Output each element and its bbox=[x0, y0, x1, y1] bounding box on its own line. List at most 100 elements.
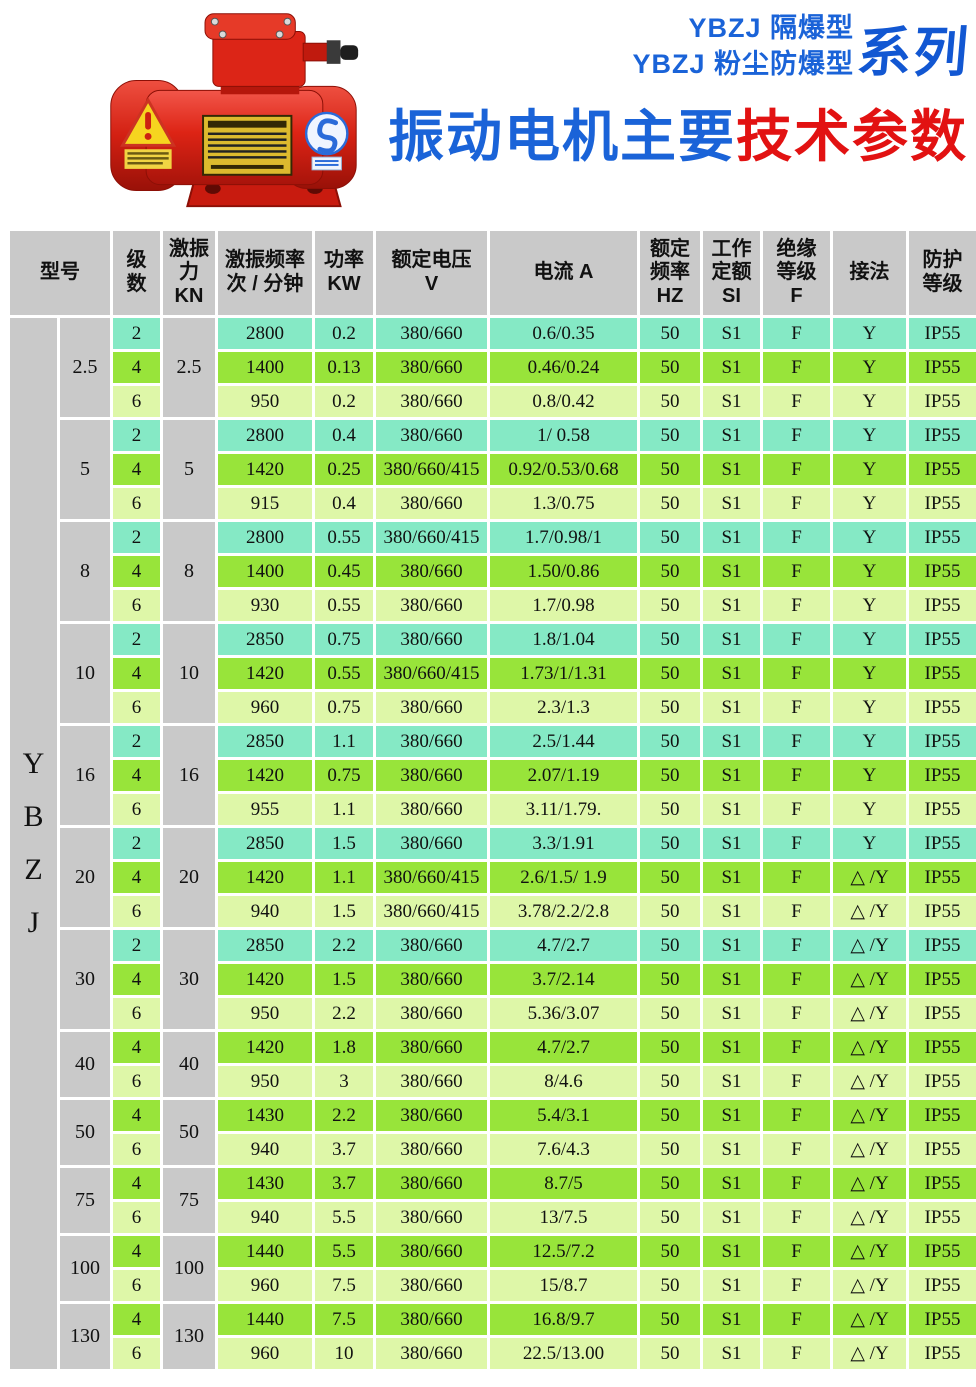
insulation-cell: F bbox=[763, 998, 830, 1029]
table-row: 6 955 1.1 380/660 3.11/1.79. 50 S1 F Y IP55 bbox=[10, 794, 976, 825]
voltage-cell: 380/660 bbox=[376, 692, 487, 723]
model-group-cell: 5 bbox=[60, 420, 110, 519]
model-group-cell: 20 bbox=[60, 828, 110, 927]
poles-cell: 4 bbox=[113, 1168, 160, 1199]
duty-cell: S1 bbox=[703, 1134, 760, 1165]
connection-cell: △ /Y bbox=[833, 930, 906, 961]
cable-gland bbox=[302, 40, 359, 64]
force-group-cell: 5 bbox=[163, 420, 215, 519]
duty-cell: S1 bbox=[703, 760, 760, 791]
protection-cell: IP55 bbox=[909, 1066, 976, 1097]
protection-cell: IP55 bbox=[909, 1304, 976, 1335]
connection-cell: △ /Y bbox=[833, 998, 906, 1029]
insulation-cell: F bbox=[763, 352, 830, 383]
connection-cell: △ /Y bbox=[833, 1134, 906, 1165]
current-cell: 22.5/13.00 bbox=[490, 1338, 637, 1369]
freq-cell: 960 bbox=[218, 1338, 312, 1369]
power-cell: 3.7 bbox=[315, 1134, 373, 1165]
power-cell: 1.1 bbox=[315, 726, 373, 757]
table-body: Y B Z J 2.5 2 2.5 2800 0.2 380/660 0.6/0.35 50 S1 F Y I… bbox=[10, 318, 976, 1369]
duty-cell: S1 bbox=[703, 386, 760, 417]
model-group-cell: 16 bbox=[60, 726, 110, 825]
freq-cell: 1430 bbox=[218, 1168, 312, 1199]
freq-cell: 2850 bbox=[218, 828, 312, 859]
col-header-power: 功率 KW bbox=[315, 231, 373, 315]
protection-cell: IP55 bbox=[909, 352, 976, 383]
power-cell: 0.55 bbox=[315, 522, 373, 553]
current-cell: 2.5/1.44 bbox=[490, 726, 637, 757]
duty-cell: S1 bbox=[703, 556, 760, 587]
insulation-cell: F bbox=[763, 896, 830, 927]
protection-cell: IP55 bbox=[909, 488, 976, 519]
table-row: 6 940 3.7 380/660 7.6/4.3 50 S1 F △ /Y IP55 bbox=[10, 1134, 976, 1165]
current-cell: 8/4.6 bbox=[490, 1066, 637, 1097]
duty-cell: S1 bbox=[703, 896, 760, 927]
model-group-cell: 75 bbox=[60, 1168, 110, 1233]
force-group-cell: 75 bbox=[163, 1168, 215, 1233]
duty-cell: S1 bbox=[703, 590, 760, 621]
table-row: 6 940 5.5 380/660 13/7.5 50 S1 F △ /Y IP55 bbox=[10, 1202, 976, 1233]
power-cell: 1.1 bbox=[315, 862, 373, 893]
connection-cell: △ /Y bbox=[833, 1304, 906, 1335]
table-row: 130 4 130 1440 7.5 380/660 16.8/9.7 50 S1 F △ /Y IP… bbox=[10, 1304, 976, 1369]
poles-cell: 4 bbox=[113, 658, 160, 689]
table-row: 4 1420 1.1 380/660/415 2.6/1.5/ 1.9 50 S1 F △ /Y… bbox=[10, 862, 976, 893]
voltage-cell: 380/660 bbox=[376, 1134, 487, 1165]
protection-cell: IP55 bbox=[909, 590, 976, 621]
rated-freq-cell: 50 bbox=[640, 1032, 700, 1063]
insulation-cell: F bbox=[763, 624, 830, 655]
duty-cell: S1 bbox=[703, 1270, 760, 1301]
insulation-cell: F bbox=[763, 556, 830, 587]
voltage-cell: 380/660 bbox=[376, 964, 487, 995]
power-cell: 0.75 bbox=[315, 692, 373, 723]
table-row: 10 2 10 2850 0.75 380/660 1.8/1.04 50 S1 F Y IP55 bbox=[10, 624, 976, 723]
col-header-force: 激振 力 KN bbox=[163, 231, 215, 315]
poles-cell: 4 bbox=[113, 1032, 160, 1063]
power-cell: 0.4 bbox=[315, 420, 373, 451]
table-row: 8 2 8 2800 0.55 380/660/415 1.7/0.98/1 50 S1 F Y IP… bbox=[10, 522, 976, 621]
table-row: 50 4 50 1430 2.2 380/660 5.4/3.1 50 S1 F △ /Y IP55 bbox=[10, 1100, 976, 1165]
insulation-cell: F bbox=[763, 454, 830, 485]
force-group-cell: 100 bbox=[163, 1236, 215, 1301]
freq-cell: 955 bbox=[218, 794, 312, 825]
power-cell: 0.75 bbox=[315, 624, 373, 655]
force-group-cell: 50 bbox=[163, 1100, 215, 1165]
power-cell: 2.2 bbox=[315, 998, 373, 1029]
duty-cell: S1 bbox=[703, 692, 760, 723]
page-title: 振动电机主要技术参数 bbox=[388, 92, 968, 173]
current-cell: 0.6/0.35 bbox=[490, 318, 637, 349]
table-row: 20 2 20 2850 1.5 380/660 3.3/1.91 50 S1 F Y IP55 bbox=[10, 828, 976, 927]
freq-cell: 940 bbox=[218, 1134, 312, 1165]
voltage-cell: 380/660 bbox=[376, 1202, 487, 1233]
freq-cell: 1400 bbox=[218, 556, 312, 587]
insulation-cell: F bbox=[763, 1202, 830, 1233]
force-group-cell: 130 bbox=[163, 1304, 215, 1369]
force-group-cell: 2.5 bbox=[163, 318, 215, 417]
voltage-cell: 380/660 bbox=[376, 556, 487, 587]
duty-cell: S1 bbox=[703, 964, 760, 995]
col-header-insulation: 绝缘 等级 F bbox=[763, 231, 830, 315]
power-cell: 10 bbox=[315, 1338, 373, 1369]
duty-cell: S1 bbox=[703, 1032, 760, 1063]
current-cell: 5.4/3.1 bbox=[490, 1100, 637, 1131]
voltage-cell: 380/660/415 bbox=[376, 658, 487, 689]
freq-cell: 1440 bbox=[218, 1236, 312, 1267]
rated-freq-cell: 50 bbox=[640, 1270, 700, 1301]
power-cell: 3 bbox=[315, 1066, 373, 1097]
insulation-cell: F bbox=[763, 488, 830, 519]
connection-cell: Y bbox=[833, 352, 906, 383]
col-header-voltage: 额定电压 V bbox=[376, 231, 487, 315]
table-row: 6 960 0.75 380/660 2.3/1.3 50 S1 F Y IP55 bbox=[10, 692, 976, 723]
voltage-cell: 380/660 bbox=[376, 318, 487, 349]
insulation-cell: F bbox=[763, 1304, 830, 1335]
power-cell: 0.55 bbox=[315, 590, 373, 621]
voltage-cell: 380/660/415 bbox=[376, 862, 487, 893]
table-row: 4 1400 0.13 380/660 0.46/0.24 50 S1 F Y IP55 bbox=[10, 352, 976, 383]
power-cell: 7.5 bbox=[315, 1270, 373, 1301]
duty-cell: S1 bbox=[703, 1168, 760, 1199]
voltage-cell: 380/660 bbox=[376, 386, 487, 417]
duty-cell: S1 bbox=[703, 454, 760, 485]
connection-cell: △ /Y bbox=[833, 1338, 906, 1369]
col-header-model: 型号 bbox=[10, 231, 110, 315]
